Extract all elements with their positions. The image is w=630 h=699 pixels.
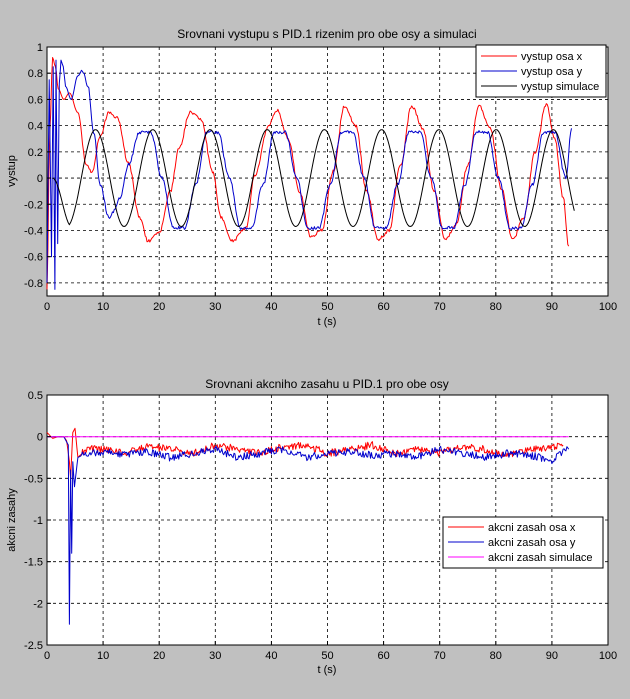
x-tick-label: 30 (209, 650, 221, 662)
y-tick-label: -0.5 (24, 473, 43, 485)
chart-top-legend: vystup osa x vystup osa y vystup simulac… (475, 44, 607, 98)
x-tick-label: 70 (434, 650, 446, 662)
y-tick-label: -2 (33, 598, 43, 610)
series-line-vystup-osa-y (46, 59, 572, 290)
legend-label-akcni-zasah-osa-x: akcni zasah osa x (488, 522, 576, 534)
y-tick-label: 0 (37, 432, 43, 444)
x-tick-label: 100 (599, 650, 617, 662)
y-tick-label: -0.8 (24, 278, 43, 290)
series-line-akcni-zasah-osa-x (46, 427, 564, 479)
x-tick-label: 80 (490, 301, 502, 313)
y-tick-label: 0.8 (28, 68, 43, 80)
x-tick-label: 90 (546, 650, 558, 662)
series-line-akcni-zasah-osa-y (47, 436, 570, 625)
chart-bottom-legend: akcni zasah osa x akcni zasah osa y akcn… (442, 516, 604, 569)
x-tick-label: 20 (153, 301, 165, 313)
chart-bottom-ylabel: akcni zasahy (6, 488, 18, 552)
chart-top: Srovnani vystupu s PID.1 rizenim pro obe… (6, 27, 617, 328)
x-tick-label: 0 (44, 650, 50, 662)
legend-label-vystup-osa-x: vystup osa x (521, 51, 583, 63)
y-tick-label: 1 (37, 42, 43, 54)
x-tick-label: 20 (153, 650, 165, 662)
chart-bottom-title: Srovnani akcniho zasahu u PID.1 pro obe … (205, 377, 448, 391)
y-tick-label: -0.6 (24, 252, 43, 264)
legend-label-akcni-zasah-simulace: akcni zasah simulace (488, 552, 593, 564)
legend-label-vystup-simulace: vystup simulace (521, 81, 599, 93)
series-line-vystup-osa-x (46, 57, 570, 290)
y-tick-label: 0.5 (28, 390, 43, 402)
chart-top-ylabel: vystup (6, 155, 18, 187)
chart-top-xlabel: t (s) (318, 316, 337, 328)
y-tick-label: -0.2 (24, 199, 43, 211)
x-tick-label: 40 (265, 301, 277, 313)
x-tick-label: 80 (490, 650, 502, 662)
y-tick-label: -1.5 (24, 557, 43, 569)
x-tick-label: 10 (97, 301, 109, 313)
y-tick-label: -2.5 (24, 640, 43, 652)
x-tick-label: 60 (377, 650, 389, 662)
x-tick-label: 90 (546, 301, 558, 313)
legend-label-akcni-zasah-osa-y: akcni zasah osa y (488, 537, 576, 549)
chart-bottom-x-ticks: 0 10 20 30 40 50 60 70 80 90 100 (44, 641, 617, 662)
x-tick-label: 10 (97, 650, 109, 662)
series-line-vystup-simulace (52, 129, 575, 227)
x-tick-label: 50 (321, 650, 333, 662)
y-tick-label: -1 (33, 515, 43, 527)
chart-bottom-y-ticks: -2.5 -2 -1.5 -1 -0.5 0 0.5 (24, 390, 51, 652)
x-tick-label: 0 (44, 301, 50, 313)
y-tick-label: 0.6 (28, 94, 43, 106)
chart-top-x-ticks: 0 10 20 30 40 50 60 70 80 90 100 (44, 292, 617, 313)
chart-bottom: Srovnani akcniho zasahu u PID.1 pro obe … (6, 377, 617, 676)
x-tick-label: 70 (434, 301, 446, 313)
x-tick-label: 60 (377, 301, 389, 313)
x-tick-label: 40 (265, 650, 277, 662)
legend-label-vystup-osa-y: vystup osa y (521, 66, 583, 78)
chart-top-title: Srovnani vystupu s PID.1 rizenim pro obe… (177, 27, 476, 41)
y-tick-label: 0.4 (28, 121, 43, 133)
y-tick-label: 0 (37, 173, 43, 185)
x-tick-label: 100 (599, 301, 617, 313)
chart-top-y-ticks: -0.8 -0.6 -0.4 -0.2 0 0.2 0.4 0.6 0.8 1 (24, 42, 51, 290)
y-tick-label: 0.2 (28, 147, 43, 159)
chart-bottom-xlabel: t (s) (318, 664, 337, 676)
x-tick-label: 50 (321, 301, 333, 313)
y-tick-label: -0.4 (24, 225, 43, 237)
chart-bottom-series (46, 427, 570, 625)
x-tick-label: 30 (209, 301, 221, 313)
chart-top-series (46, 57, 575, 290)
